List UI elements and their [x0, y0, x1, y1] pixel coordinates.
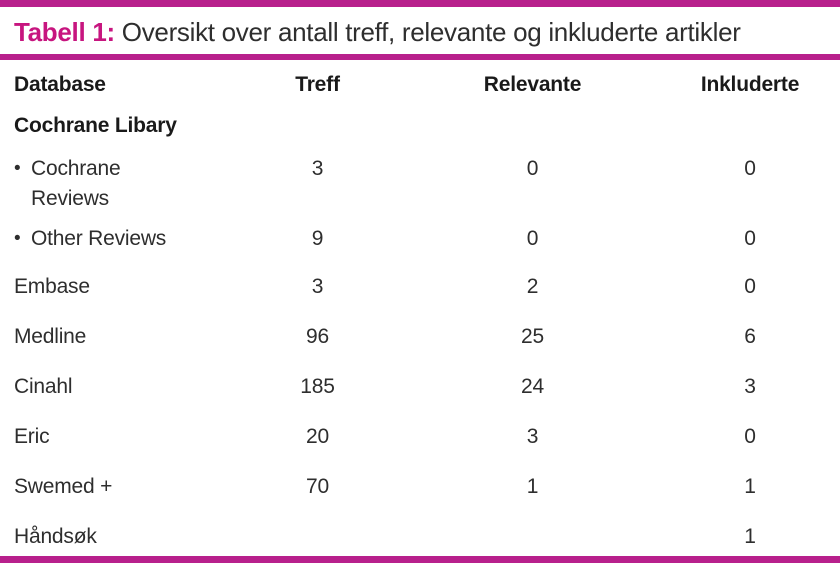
bottom-accent-bar [0, 556, 840, 563]
table-row: • Other Reviews 9 0 0 [0, 224, 840, 272]
inkluderte-cell: 1 [744, 475, 756, 498]
treff-cell: 20 [306, 425, 329, 448]
database-label: Swemed + [14, 475, 113, 498]
treff-cell: 3 [311, 157, 324, 180]
table-row: Swemed + 70 1 1 [0, 472, 840, 522]
inkluderte-cell: 3 [744, 375, 756, 398]
column-header-relevante: Relevante [483, 73, 582, 96]
database-cell: Cochrane Libary [0, 111, 230, 154]
treff-cell: 3 [311, 275, 324, 298]
relevante-cell: 24 [521, 375, 544, 398]
relevante-cell: 25 [521, 325, 544, 348]
database-label: Embase [14, 275, 90, 298]
inkluderte-cell [660, 111, 840, 154]
relevante-cell: 2 [526, 275, 539, 298]
relevante-cell: 3 [526, 425, 539, 448]
database-label: Medline [14, 325, 87, 348]
column-header-database: Database [14, 73, 106, 96]
results-table: Database Treff Relevante Inkluderte Coch… [0, 60, 840, 556]
inkluderte-cell: 1 [744, 525, 756, 548]
top-accent-bar [0, 0, 840, 7]
treff-cell: 185 [300, 375, 335, 398]
inkluderte-cell: 0 [744, 227, 756, 250]
database-cell: Cinahl [0, 372, 230, 422]
table-container: Database Treff Relevante Inkluderte Coch… [0, 60, 840, 556]
table-row: Medline 96 25 6 [0, 322, 840, 372]
database-cell: Håndsøk [0, 522, 230, 556]
database-cell: • Other Reviews [0, 224, 230, 272]
treff-cell: 9 [311, 227, 324, 250]
treff-cell: 70 [306, 475, 329, 498]
table-row: • Cochrane Reviews 3 0 0 [0, 154, 840, 224]
table-caption-text: Oversikt over antall treff, relevante og… [121, 17, 741, 47]
database-cell: Swemed + [0, 472, 230, 522]
table-row: Cinahl 185 24 3 [0, 372, 840, 422]
database-label: Other Reviews [31, 227, 167, 250]
inkluderte-cell: 6 [744, 325, 756, 348]
relevante-cell: 0 [526, 227, 539, 250]
relevante-cell: 0 [526, 157, 539, 180]
database-cell: Embase [0, 272, 230, 322]
column-header-inkluderte: Inkluderte [700, 73, 800, 96]
table-row: Cochrane Libary [0, 111, 840, 154]
header-divider-rule [0, 54, 840, 60]
treff-cell: 96 [306, 325, 329, 348]
table-row: Eric 20 3 0 [0, 422, 840, 472]
table-row: Embase 3 2 0 [0, 272, 840, 322]
table-caption-number: Tabell 1: [14, 17, 115, 47]
table-header-row: Database Treff Relevante Inkluderte [0, 60, 840, 111]
database-label: Cochrane Libary [14, 114, 177, 137]
relevante-cell [405, 522, 660, 556]
inkluderte-cell: 0 [744, 425, 756, 448]
database-cell: Eric [0, 422, 230, 472]
database-label: Eric [14, 425, 50, 448]
database-label: Håndsøk [14, 525, 97, 548]
database-cell: Medline [0, 322, 230, 372]
inkluderte-cell: 0 [744, 275, 756, 298]
table-caption: Tabell 1: Oversikt over antall treff, re… [14, 17, 830, 48]
table-body: Cochrane Libary • Cochrane Reviews 3 0 0 • Othe… [0, 111, 840, 556]
bullet-icon: • [14, 158, 21, 179]
database-cell: • Cochrane Reviews [0, 154, 230, 224]
table-row: Håndsøk 1 [0, 522, 840, 556]
treff-cell [230, 522, 405, 556]
inkluderte-cell: 0 [744, 157, 756, 180]
bullet-icon: • [14, 228, 21, 249]
column-header-treff: Treff [295, 73, 340, 96]
relevante-cell [405, 111, 660, 154]
relevante-cell: 1 [526, 475, 539, 498]
treff-cell [230, 111, 405, 154]
database-label: Cinahl [14, 375, 73, 398]
database-label: Cochrane Reviews [31, 157, 121, 210]
